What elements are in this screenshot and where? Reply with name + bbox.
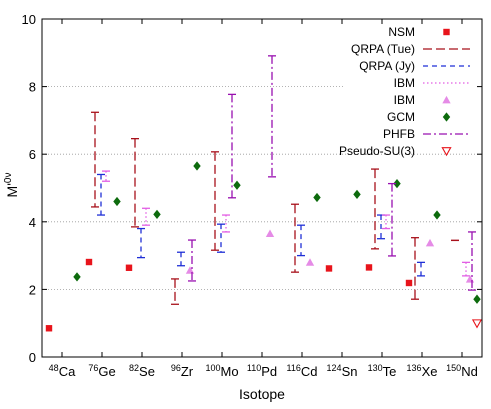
- nsm-point: [125, 264, 133, 271]
- legend-swatch-ibm: [442, 95, 451, 104]
- x-tick-mass: 100: [205, 363, 220, 373]
- grid-lines: [42, 86, 482, 290]
- x-tick-mass: 124: [327, 363, 342, 373]
- legend-label-ibm: IBM: [394, 76, 415, 90]
- legend-swatch-nsm: [443, 28, 450, 36]
- x-tick-mass: 130: [368, 363, 383, 373]
- y-axis-title-main: M': [4, 183, 20, 197]
- gcm-point: [313, 192, 321, 203]
- x-tick-label-nd: 150Nd: [446, 363, 478, 379]
- x-tick-symbol: Pd: [261, 364, 277, 379]
- plot-frame: [41, 18, 483, 358]
- x-tick-symbol: Mo: [220, 364, 238, 379]
- y-tick-label: 10: [22, 12, 36, 27]
- legend-label-nsm: NSM: [388, 25, 415, 39]
- ibm-point: [305, 258, 315, 266]
- legend-label-qrpa-jy: QRPA (Jy): [359, 59, 415, 73]
- x-tick-label-mo: 100Mo: [205, 363, 238, 379]
- legend-label-ibm: IBM: [394, 93, 415, 107]
- x-tick-symbol: Sn: [342, 364, 358, 379]
- gcm-point: [153, 209, 161, 220]
- x-tick-symbol: Te: [383, 364, 397, 379]
- nsm-point: [405, 279, 413, 287]
- y-tick-label: 8: [29, 80, 36, 95]
- x-tick-symbol: Ge: [98, 364, 115, 379]
- data-layer: [45, 55, 483, 332]
- x-tick-label-zr: 96Zr: [171, 363, 194, 379]
- pseudo-su-3-point: [471, 319, 483, 329]
- x-tick-label-te: 130Te: [368, 363, 397, 379]
- x-tick-symbol: Se: [139, 364, 155, 379]
- x-tick-symbol: Zr: [181, 364, 194, 379]
- x-tick-mass: 82: [129, 363, 139, 373]
- x-tick-label-ca: 48Ca: [49, 363, 76, 379]
- x-tick-mass: 76: [88, 363, 98, 373]
- gcm-point: [73, 272, 81, 282]
- x-tick-mass: 136: [407, 363, 422, 373]
- ibm-point: [425, 238, 435, 247]
- x-tick-mass: 96: [171, 363, 181, 373]
- y-axis-ticks: 0 2 4 6 8 10: [22, 12, 482, 365]
- x-tick-mass: 116: [287, 363, 301, 373]
- y-axis-title: M'0ν: [3, 173, 20, 198]
- gcm-point: [473, 294, 481, 304]
- x-tick-label-se: 82Se: [129, 363, 155, 379]
- x-tick-symbol: Nd: [461, 364, 478, 379]
- x-tick-label-sn: 124Sn: [327, 363, 358, 379]
- x-tick-label-cd: 116Cd: [287, 363, 318, 379]
- ibm-point: [185, 266, 195, 274]
- y-tick-label: 6: [29, 147, 36, 162]
- x-tick-symbol: Ca: [59, 364, 76, 379]
- x-axis-ticks: 48Ca 76Ge 82Se 96Zr 100Mo 110Pd 116Cd 124Sn 130T…: [49, 19, 478, 379]
- y-axis-title-sup: 0ν: [3, 173, 14, 184]
- y-tick-label: 2: [29, 282, 36, 297]
- legend-label-gcm: GCM: [387, 110, 415, 124]
- legend-label-pseudo-su-3: Pseudo-SU(3): [339, 144, 415, 158]
- x-axis-title: Isotope: [239, 386, 285, 402]
- x-tick-label-ge: 76Ge: [88, 363, 115, 379]
- y-tick-label: 0: [29, 350, 36, 365]
- nsm-point: [85, 258, 93, 266]
- gcm-point: [353, 189, 361, 200]
- y-tick-label: 4: [29, 215, 36, 230]
- x-tick-symbol: Xe: [422, 364, 438, 379]
- ibm-point: [265, 229, 275, 237]
- legend-swatch-pseudo-su-3: [441, 147, 452, 157]
- x-tick-label-pd: 110Pd: [247, 363, 277, 379]
- gcm-point: [433, 210, 441, 220]
- x-tick-mass: 150: [446, 363, 461, 373]
- nsm-point: [325, 265, 333, 272]
- gcm-point: [193, 161, 201, 171]
- x-tick-mass: 48: [49, 363, 59, 373]
- gcm-point: [113, 196, 121, 207]
- x-tick-label-xe: 136Xe: [407, 363, 438, 379]
- legend-swatch-gcm: [442, 112, 451, 122]
- nsm-point: [45, 325, 53, 332]
- gcm-point: [233, 180, 241, 190]
- legend-label-qrpa-tue: QRPA (Tue): [351, 42, 415, 56]
- x-tick-symbol: Cd: [301, 364, 318, 379]
- legend: NSM QRPA (Tue) QRPA (Jy) IBM IBM GCM PHFB Pseud…: [339, 25, 470, 158]
- gcm-point: [393, 178, 401, 189]
- nsm-point: [365, 264, 373, 271]
- legend-label-phfb: PHFB: [383, 127, 415, 141]
- x-tick-mass: 110: [247, 363, 261, 373]
